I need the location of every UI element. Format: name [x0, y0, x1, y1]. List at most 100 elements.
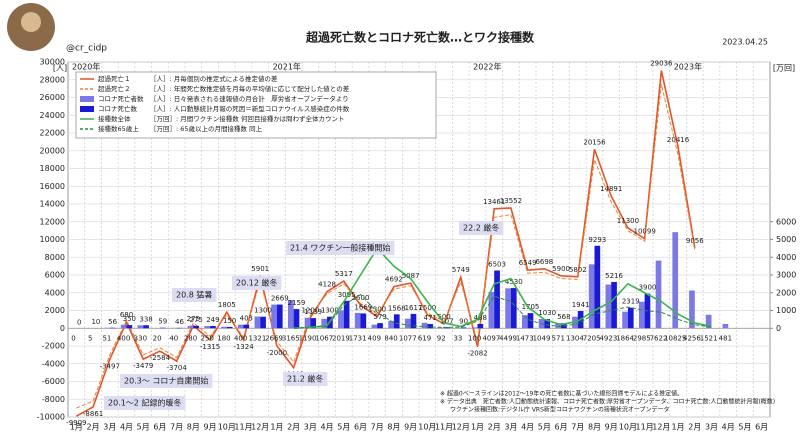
y-tick-label: 4000 [45, 288, 65, 297]
x-tick-label: 3月 [304, 423, 317, 432]
y-tick-label: 0 [60, 324, 65, 333]
x-tick-label: 9月 [605, 423, 618, 432]
bar [137, 325, 144, 329]
y2-tick-label: 2000 [776, 288, 796, 297]
bar [588, 264, 595, 329]
annotation-box [286, 241, 395, 255]
bar-value-label: 33 [453, 334, 462, 342]
x-tick-label: 10月 [418, 423, 436, 432]
legend-desc: ［万回］: 65歳以上の月間接種数 同上 [150, 124, 263, 133]
bar-value-label: 2159 [288, 299, 306, 307]
line-value-label: 13552 [500, 197, 522, 205]
bar-value-label: 90 [459, 317, 468, 325]
year-label: 2021年 [273, 62, 301, 72]
bar [371, 324, 378, 329]
bar [410, 313, 417, 329]
y-tick-label: 2000 [45, 306, 65, 315]
bar-value-label: 3095 [338, 291, 356, 299]
y2-tick-label: 4000 [776, 253, 796, 262]
x-tick-label: 1月 [471, 423, 484, 432]
bar-value-label: 4499 [499, 334, 517, 342]
bar-value-label: 1941 [572, 301, 590, 309]
bar-value-label: 56 [108, 318, 117, 326]
y-tick-label: 18000 [40, 164, 65, 173]
handle: @cr_cidp [66, 44, 107, 54]
bar-value-label: 1139 [304, 308, 322, 316]
bar [705, 314, 712, 329]
bar-value-label: 5 [88, 334, 92, 342]
x-tick-label: 1月 [270, 423, 283, 432]
bar-value-label: 1304 [566, 334, 584, 342]
bar-value-label: 488 [474, 314, 487, 322]
annotation: 20.3～ コロナ自粛開始 [124, 376, 208, 386]
annotation: 21.2 厳冬 [287, 374, 323, 384]
annotation-box [172, 288, 217, 302]
bar [210, 326, 216, 329]
line-value-label: 29036 [650, 60, 673, 68]
annotation-box [232, 276, 282, 290]
x-tick-label: 9月 [204, 423, 217, 432]
legend-label: コロナ死亡数 [98, 104, 138, 113]
x-tick-label: 4月 [321, 423, 334, 432]
line-value-label: -1315 [200, 343, 220, 351]
line-value-label: 6549 [519, 259, 537, 267]
bar-value-label: 400 [117, 334, 130, 342]
bar-value-label: 40 [169, 334, 178, 342]
y-tick-label: 22000 [40, 129, 65, 138]
line-value-label: -3497 [100, 362, 120, 370]
bar-value-label: 4923 [599, 334, 617, 342]
legend-desc: ［人］: 人口動態統計月報の死因＝新型コロナウイルス感染症の件数 [150, 104, 350, 113]
bar-value-label: 1473 [516, 334, 534, 342]
bar [393, 314, 400, 329]
bar-value-label: 1731 [349, 334, 367, 342]
y-tick-label: -4000 [42, 359, 65, 368]
bar [187, 325, 194, 329]
avatar-face [21, 12, 41, 32]
x-tick-label: 10月 [218, 423, 236, 432]
line-value-label: 500 [437, 313, 450, 321]
x-tick-label: 7月 [571, 423, 584, 432]
bar [427, 324, 434, 329]
bar-value-label: 568 [557, 313, 570, 321]
bar [338, 310, 344, 329]
bar [193, 325, 200, 329]
line-value-label: 5087 [402, 272, 420, 280]
bar [510, 288, 517, 329]
bar-value-label: 1049 [533, 334, 551, 342]
line-value-label: 5802 [569, 266, 587, 274]
bar-value-label: 280 [184, 334, 197, 342]
bar-value-label: 350 [123, 315, 136, 323]
line-value-label: -2000 [267, 349, 287, 357]
x-tick-label: 6月 [755, 423, 768, 432]
x-tick-label: 8月 [387, 423, 400, 432]
y-tick-label: 8000 [45, 253, 65, 262]
bar-value-label: 4097 [482, 334, 500, 342]
bar [488, 291, 495, 329]
line-value-label: 5749 [452, 266, 470, 274]
bar [421, 322, 428, 329]
x-tick-label: 12月 [251, 423, 269, 432]
x-tick-label: 5月 [137, 423, 150, 432]
legend-desc: ［人］: 年間死亡数推定値を月毎の平均値に応じて配分した値との差 [150, 84, 350, 93]
y-tick-label: 30000 [40, 58, 65, 67]
y-tick-label: 6000 [45, 271, 65, 280]
bar [689, 290, 695, 329]
x-tick-label: 2月 [287, 423, 300, 432]
bar-value-label: 0 [77, 318, 81, 326]
x-tick-label: 2月 [87, 423, 100, 432]
y-tick-label: 20000 [40, 146, 65, 155]
line-value-label: 6698 [535, 258, 553, 266]
bar [438, 327, 445, 329]
legend-swatch [80, 106, 94, 112]
bar [304, 317, 311, 329]
annotation-box [104, 396, 186, 410]
bar-value-label: 10825 [664, 334, 686, 342]
bar-value-label: 1617 [405, 304, 423, 312]
bar [354, 312, 361, 329]
x-tick-label: 6月 [153, 423, 166, 432]
y-tick-label: 14000 [40, 200, 65, 209]
bar-value-label: 1705 [522, 303, 540, 311]
bar [544, 319, 551, 329]
line-value-label: 9056 [686, 237, 704, 245]
y-tick-label: 28000 [40, 75, 65, 84]
